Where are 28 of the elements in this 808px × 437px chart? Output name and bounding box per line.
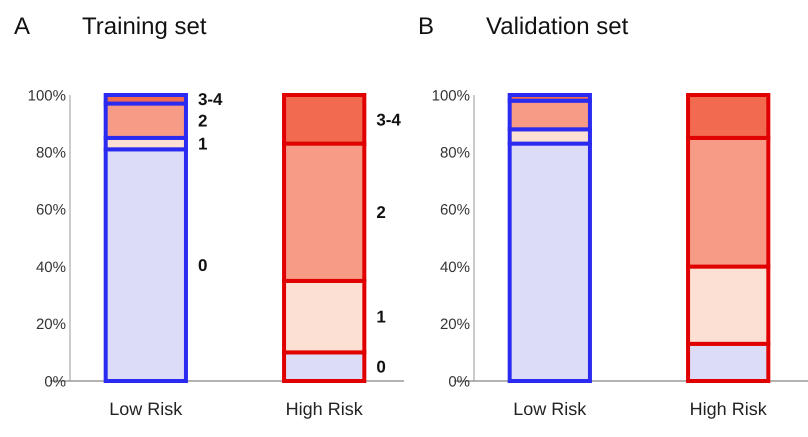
y-tick-label: 80%: [440, 144, 470, 162]
x-tick-label: Low Risk: [109, 399, 184, 419]
y-tick-label: 60%: [440, 202, 470, 219]
y-tick-label: 20%: [440, 316, 470, 334]
y-tick-label: 40%: [36, 258, 66, 276]
y-tick-label: 100%: [432, 87, 470, 104]
y-tick-label: 0%: [44, 373, 66, 390]
x-tick-label: High Risk: [286, 399, 364, 419]
text: 2: [376, 203, 386, 222]
y-tick-label: 20%: [36, 316, 66, 334]
chart-title: Training set: [82, 13, 207, 40]
series-label: 1: [198, 134, 208, 154]
text: 1: [376, 308, 386, 327]
y-tick-label: 100%: [28, 87, 66, 104]
text: 0: [376, 358, 386, 377]
series-label: 0: [198, 256, 208, 276]
x-tick-label: Low Risk: [513, 399, 588, 419]
y-tick-label: 40%: [440, 258, 470, 276]
series-label: 3-4: [198, 90, 224, 110]
y-tick-label: 60%: [36, 202, 66, 219]
chart-title: Validation set: [486, 13, 629, 40]
y-tick-label: 80%: [36, 144, 66, 162]
text: 3-4: [376, 110, 401, 130]
y-tick-label: 0%: [448, 373, 470, 390]
x-tick-label: High Risk: [690, 399, 768, 419]
series-label: 2: [198, 112, 208, 131]
text: B: [418, 13, 434, 40]
text: A: [14, 13, 30, 40]
